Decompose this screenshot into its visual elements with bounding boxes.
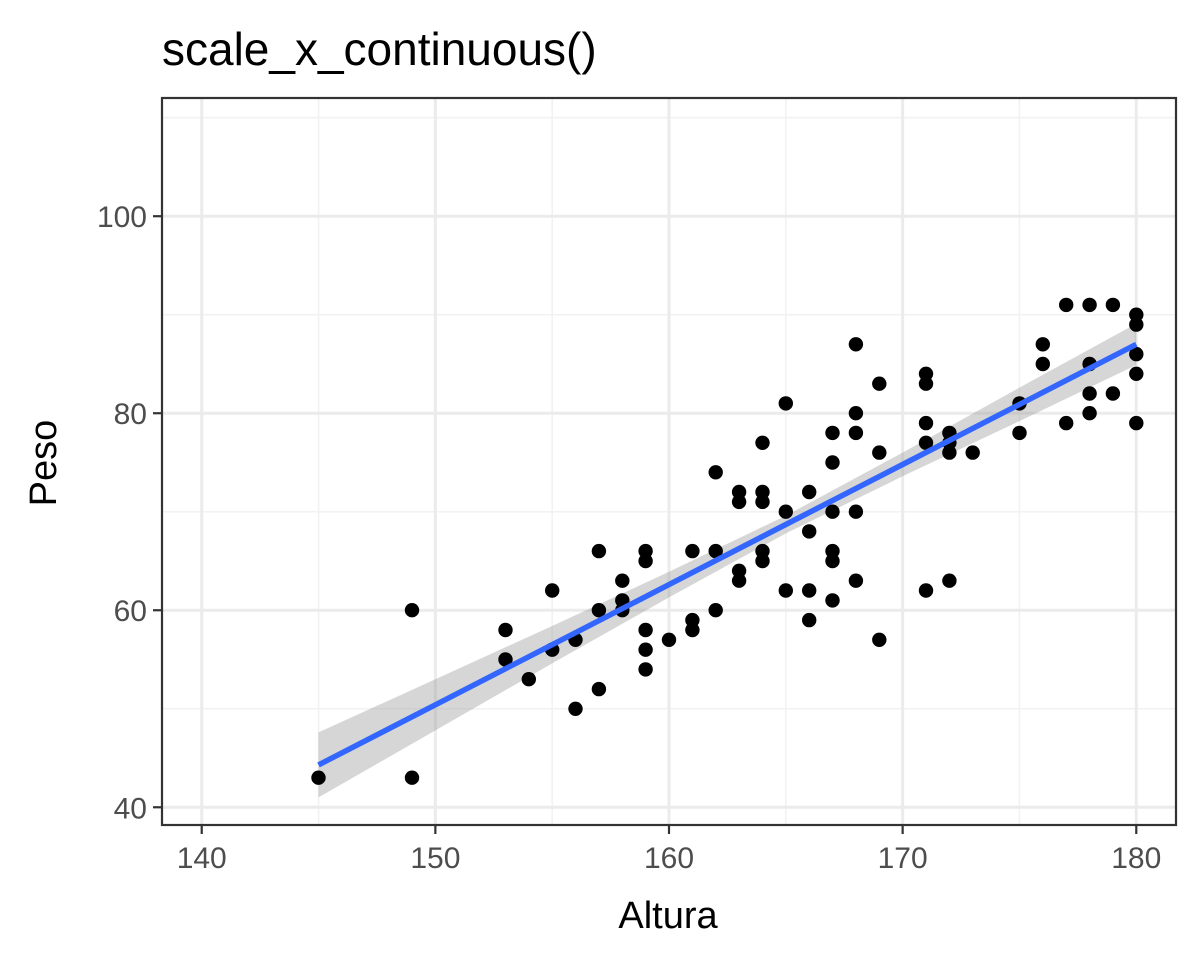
x-axis-title: Altura xyxy=(618,895,718,937)
data-point xyxy=(918,435,934,450)
data-point xyxy=(872,445,887,460)
y-tick-label: 100 xyxy=(97,201,147,234)
plot-panel: 140 150 160 170 180 40 60 80 100 xyxy=(97,96,1178,875)
data-point xyxy=(1129,307,1144,322)
data-point xyxy=(731,494,747,510)
data-point xyxy=(731,573,747,588)
x-tick-label: 170 xyxy=(878,842,928,875)
data-point xyxy=(755,435,770,450)
data-point xyxy=(404,770,420,785)
data-point xyxy=(685,622,700,638)
data-point xyxy=(638,543,653,559)
data-point xyxy=(802,583,817,598)
data-point xyxy=(615,573,630,588)
data-point xyxy=(685,612,700,628)
data-point xyxy=(848,573,864,588)
data-point xyxy=(1059,297,1074,313)
data-point xyxy=(872,376,887,391)
data-point xyxy=(404,603,420,618)
regression-line xyxy=(317,341,1138,768)
data-point xyxy=(311,770,326,785)
data-point xyxy=(918,415,934,431)
data-point xyxy=(545,583,560,598)
data-point xyxy=(778,504,793,519)
data-point xyxy=(778,396,793,411)
data-point xyxy=(872,632,887,647)
data-point xyxy=(1035,337,1051,352)
data-point xyxy=(848,425,864,441)
data-point xyxy=(708,603,723,618)
y-tick-label: 60 xyxy=(114,595,147,628)
data-point xyxy=(755,484,770,500)
data-point xyxy=(942,445,957,460)
data-point xyxy=(755,553,770,569)
data-point xyxy=(918,366,934,381)
data-point xyxy=(731,563,747,578)
data-point xyxy=(708,543,723,559)
data-point xyxy=(498,652,513,667)
y-axis-title: Peso xyxy=(23,420,65,507)
data-point xyxy=(825,425,840,441)
data-point xyxy=(918,583,934,598)
data-point xyxy=(802,612,817,628)
data-point xyxy=(591,603,607,618)
data-point xyxy=(638,622,653,638)
data-point xyxy=(825,553,840,569)
x-tick-label: 140 xyxy=(177,842,227,875)
data-point xyxy=(638,662,653,677)
data-point xyxy=(965,445,980,460)
data-point xyxy=(591,543,607,559)
data-point xyxy=(1082,297,1097,313)
data-point xyxy=(848,406,864,421)
y-tick-label: 40 xyxy=(114,792,147,825)
x-tick-label: 160 xyxy=(644,842,694,875)
data-point xyxy=(1082,406,1097,421)
data-point xyxy=(661,632,677,647)
data-point xyxy=(1105,386,1121,401)
data-point xyxy=(521,672,536,687)
data-point xyxy=(1082,386,1097,401)
data-point xyxy=(755,494,770,510)
data-point xyxy=(731,484,747,500)
data-point xyxy=(918,376,934,391)
chart-title: scale_x_continuous() xyxy=(162,23,597,75)
y-tick-label: 80 xyxy=(114,398,147,431)
data-point xyxy=(1035,356,1051,372)
data-point xyxy=(1012,425,1027,441)
data-point xyxy=(1105,297,1121,313)
data-point xyxy=(685,543,700,559)
data-point xyxy=(1129,346,1144,362)
data-point xyxy=(825,455,840,470)
data-point xyxy=(1129,415,1144,431)
data-point xyxy=(825,593,840,608)
data-point xyxy=(498,622,513,638)
data-point xyxy=(568,701,583,716)
data-point xyxy=(638,553,653,569)
data-point xyxy=(708,465,723,480)
data-point xyxy=(848,337,864,352)
data-point xyxy=(778,583,793,598)
data-point xyxy=(825,543,840,559)
x-tick-label: 150 xyxy=(410,842,460,875)
data-point xyxy=(1129,366,1144,381)
data-point xyxy=(802,484,817,500)
data-point xyxy=(848,504,864,519)
data-point xyxy=(1129,317,1144,332)
data-point xyxy=(825,504,840,519)
x-tick-label: 180 xyxy=(1111,842,1161,875)
data-point xyxy=(942,573,957,588)
data-point xyxy=(802,524,817,539)
data-point xyxy=(755,543,770,559)
data-point xyxy=(638,642,653,657)
data-point xyxy=(1059,415,1074,431)
data-point xyxy=(591,681,607,697)
